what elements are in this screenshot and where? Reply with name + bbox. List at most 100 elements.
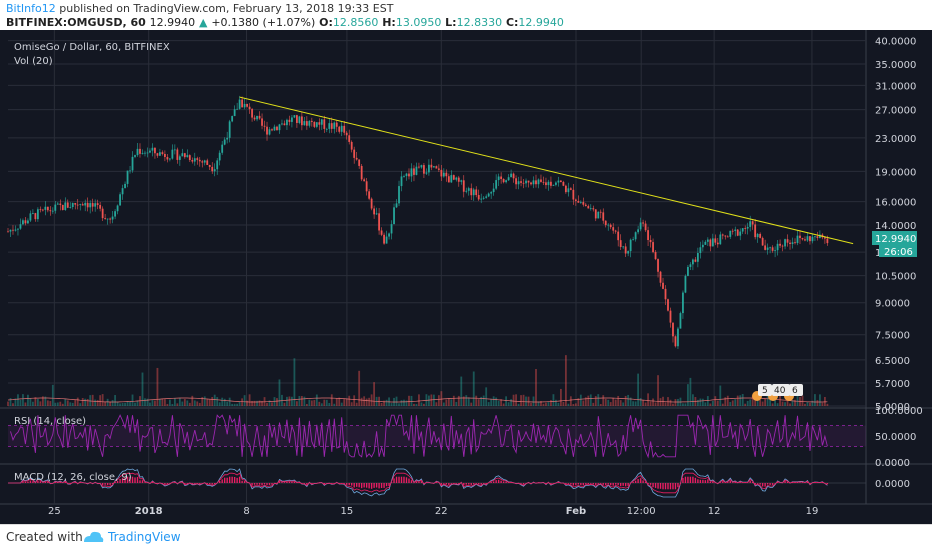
volume-bar [22,394,24,406]
candle-body [413,168,415,174]
volume-bar [782,402,784,406]
volume-bar [465,395,467,406]
candle-body [473,189,475,195]
volume-bar [216,397,218,406]
macd-histogram-bar [608,483,609,484]
candle-body [697,253,699,262]
low-value: 12.8330 [457,16,503,29]
macd-histogram-bar [757,483,758,484]
event-markers[interactable]: 5 40 6 [752,384,803,401]
candle-body [423,165,425,174]
candle-body [630,240,632,251]
volume-bar [396,397,398,406]
symbol-label: BITFINEX:OMGUSD, 60 [6,16,146,29]
candle-body [637,229,639,232]
candle-body [346,133,348,136]
candle-body [617,232,619,241]
candle-body [779,244,781,246]
macd-histogram-bar [401,477,402,483]
macd-histogram-bar [702,480,703,483]
candle-body [555,183,557,185]
candle-body [682,293,684,314]
candle-body [112,217,114,220]
macd-histogram-bar [266,483,267,485]
volume-bar [196,401,198,406]
volume-bar [727,396,729,406]
price-tick-label: 6.5000 [875,356,910,367]
macd-histogram-bar [271,483,272,485]
macd-histogram-bar [615,483,616,485]
candle-body [508,177,510,180]
macd-histogram-bar [613,483,614,486]
volume-bar [294,358,296,406]
candle-body [440,170,442,177]
volume-bar [817,400,819,406]
candle-body [94,203,96,206]
volume-bar [341,403,343,406]
volume-bar [34,397,36,406]
macd-histogram-bar [368,483,369,488]
volume-bar [450,399,452,406]
volume-bar [231,404,233,406]
candle-body [468,188,470,191]
macd-histogram-bar [261,483,262,485]
candle-body [132,157,134,171]
volume-bar [572,404,574,406]
candle-body [762,238,764,246]
macd-histogram-bar [393,478,394,483]
macd-histogram-bar [583,483,584,485]
macd-histogram-bar [695,478,696,483]
price-tick-label: 23.0000 [875,134,916,145]
trendline[interactable] [240,97,853,243]
candle-body [694,260,696,262]
macd-histogram-bar [670,483,671,489]
volume-bar [428,396,430,406]
volume-bar [186,400,188,406]
volume-bar [615,400,617,406]
volume-bar [157,368,159,406]
candle-body [754,224,756,237]
tradingview-brand-link[interactable]: TradingView [108,530,181,544]
price-axis[interactable]: 40.000035.000031.000027.000023.000019.00… [875,37,923,490]
candle-body [732,231,734,232]
candle-body [271,129,273,130]
candle-body [677,329,679,347]
candle-body [804,239,806,240]
macd-histogram-bar [712,482,713,483]
candle-body [515,178,517,184]
volume-bar [423,404,425,406]
author-link[interactable]: BitInfo12 [6,2,56,15]
chart-svg[interactable]: 40.000035.000031.000027.000023.000019.00… [0,30,932,524]
candle-body [316,122,318,127]
candle-body [234,109,236,116]
volume-bar [460,377,462,406]
candle-body [794,242,796,243]
candle-body [298,116,300,123]
candle-body [448,176,450,182]
candle-body [752,221,754,224]
volume-bar [530,403,532,406]
volume-bar [625,396,627,406]
volume-bar [759,400,761,406]
candle-body [535,180,537,184]
volume-bar [567,404,569,406]
candle-body [154,148,156,153]
volume-bar [191,396,193,406]
macd-histogram-bar [593,483,594,484]
volume-bar [493,396,495,406]
macd-histogram-bar [102,483,103,485]
volume-bar [458,396,460,406]
volume-bar [221,398,223,406]
candle-body [490,192,492,193]
time-tick-label: Feb [566,506,586,517]
price-tick-label: 27.0000 [875,106,916,117]
candle-body [241,100,243,108]
candle-body [328,123,330,129]
time-tick-label: 25 [48,506,61,517]
macd-histogram-bar [730,481,731,483]
candle-body [27,221,29,224]
macd-histogram-bar [598,483,599,484]
macd-histogram-bar [588,483,589,484]
